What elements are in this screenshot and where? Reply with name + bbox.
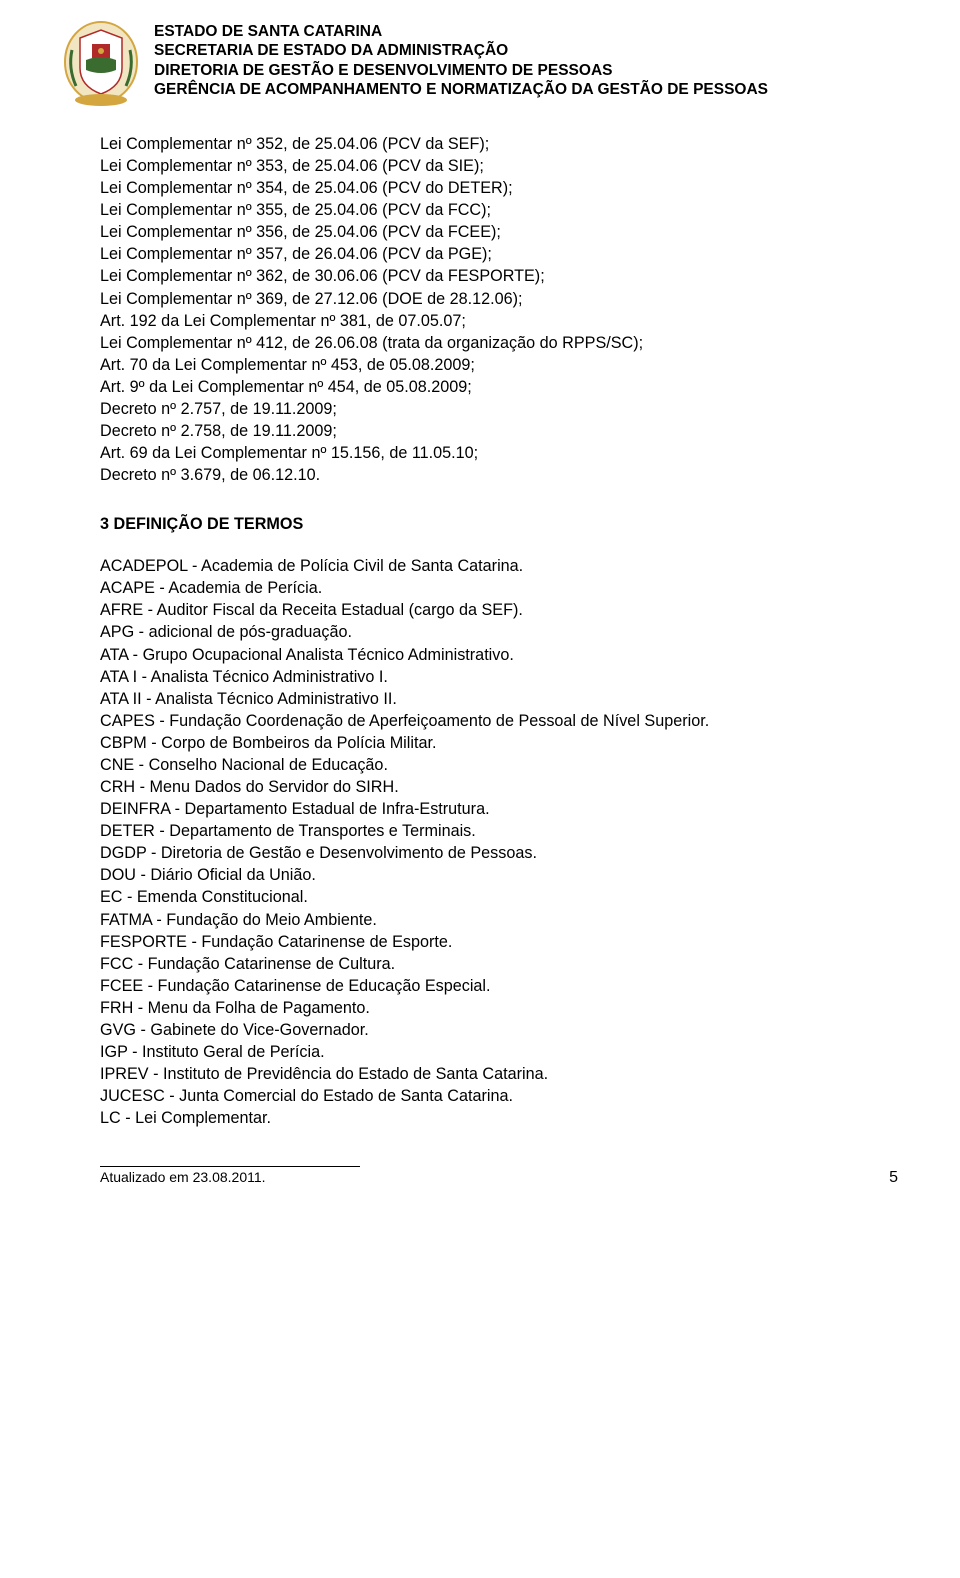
law-line: Art. 69 da Lei Complementar nº 15.156, d…	[100, 443, 898, 463]
laws-list: Lei Complementar nº 352, de 25.04.06 (PC…	[62, 134, 898, 485]
definition-line: FCEE - Fundação Catarinense de Educação …	[100, 976, 898, 996]
definition-line: ATA I - Analista Técnico Administrativo …	[100, 667, 898, 687]
page-number: 5	[889, 1169, 898, 1187]
law-line: Lei Complementar nº 369, de 27.12.06 (DO…	[100, 289, 898, 309]
letterhead: ESTADO DE SANTA CATARINA SECRETARIA DE E…	[62, 20, 898, 108]
definition-line: CNE - Conselho Nacional de Educação.	[100, 755, 898, 775]
definition-line: DGDP - Diretoria de Gestão e Desenvolvim…	[100, 843, 898, 863]
law-line: Decreto nº 3.679, de 06.12.10.	[100, 465, 898, 485]
definition-line: EC - Emenda Constitucional.	[100, 887, 898, 907]
footer-updated: Atualizado em 23.08.2011.	[100, 1169, 266, 1185]
definition-line: DOU - Diário Oficial da União.	[100, 865, 898, 885]
header-line-3: DIRETORIA DE GESTÃO E DESENVOLVIMENTO DE…	[154, 61, 768, 80]
law-line: Decreto nº 2.758, de 19.11.2009;	[100, 421, 898, 441]
law-line: Lei Complementar nº 352, de 25.04.06 (PC…	[100, 134, 898, 154]
law-line: Lei Complementar nº 354, de 25.04.06 (PC…	[100, 178, 898, 198]
definition-line: IGP - Instituto Geral de Perícia.	[100, 1042, 898, 1062]
document-page: ESTADO DE SANTA CATARINA SECRETARIA DE E…	[0, 0, 960, 1217]
letterhead-text: ESTADO DE SANTA CATARINA SECRETARIA DE E…	[154, 20, 768, 100]
definition-line: DETER - Departamento de Transportes e Te…	[100, 821, 898, 841]
definition-line: APG - adicional de pós-graduação.	[100, 622, 898, 642]
header-line-1: ESTADO DE SANTA CATARINA	[154, 22, 768, 41]
definition-line: AFRE - Auditor Fiscal da Receita Estadua…	[100, 600, 898, 620]
definition-line: ACAPE - Academia de Perícia.	[100, 578, 898, 598]
law-line: Lei Complementar nº 412, de 26.06.08 (tr…	[100, 333, 898, 353]
law-line: Decreto nº 2.757, de 19.11.2009;	[100, 399, 898, 419]
law-line: Lei Complementar nº 356, de 25.04.06 (PC…	[100, 222, 898, 242]
definition-line: FATMA - Fundação do Meio Ambiente.	[100, 910, 898, 930]
definition-line: ATA - Grupo Ocupacional Analista Técnico…	[100, 645, 898, 665]
law-line: Lei Complementar nº 353, de 25.04.06 (PC…	[100, 156, 898, 176]
definitions-section: 3 DEFINIÇÃO DE TERMOS ACADEPOL - Academi…	[62, 515, 898, 1128]
law-line: Art. 70 da Lei Complementar nº 453, de 0…	[100, 355, 898, 375]
law-line: Lei Complementar nº 357, de 26.04.06 (PC…	[100, 244, 898, 264]
state-crest-icon	[62, 20, 140, 108]
header-line-4: GERÊNCIA DE ACOMPANHAMENTO E NORMATIZAÇÃ…	[154, 80, 768, 99]
definition-line: JUCESC - Junta Comercial do Estado de Sa…	[100, 1086, 898, 1106]
definition-line: ACADEPOL - Academia de Polícia Civil de …	[100, 556, 898, 576]
definition-line: FESPORTE - Fundação Catarinense de Espor…	[100, 932, 898, 952]
page-footer: Atualizado em 23.08.2011. 5	[62, 1166, 898, 1187]
section-title: 3 DEFINIÇÃO DE TERMOS	[100, 515, 898, 534]
definition-line: FRH - Menu da Folha de Pagamento.	[100, 998, 898, 1018]
definition-line: ATA II - Analista Técnico Administrativo…	[100, 689, 898, 709]
definition-line: LC - Lei Complementar.	[100, 1108, 898, 1128]
footer-rule	[100, 1166, 360, 1167]
definition-line: CRH - Menu Dados do Servidor do SIRH.	[100, 777, 898, 797]
definition-line: FCC - Fundação Catarinense de Cultura.	[100, 954, 898, 974]
definition-line: CBPM - Corpo de Bombeiros da Polícia Mil…	[100, 733, 898, 753]
definition-line: DEINFRA - Departamento Estadual de Infra…	[100, 799, 898, 819]
law-line: Art. 192 da Lei Complementar nº 381, de …	[100, 311, 898, 331]
law-line: Lei Complementar nº 355, de 25.04.06 (PC…	[100, 200, 898, 220]
definition-line: GVG - Gabinete do Vice-Governador.	[100, 1020, 898, 1040]
header-line-2: SECRETARIA DE ESTADO DA ADMINISTRAÇÃO	[154, 41, 768, 60]
law-line: Lei Complementar nº 362, de 30.06.06 (PC…	[100, 266, 898, 286]
law-line: Art. 9º da Lei Complementar nº 454, de 0…	[100, 377, 898, 397]
definition-line: CAPES - Fundação Coordenação de Aperfeiç…	[62, 711, 898, 731]
definition-line: IPREV - Instituto de Previdência do Esta…	[100, 1064, 898, 1084]
definitions-list: ACADEPOL - Academia de Polícia Civil de …	[100, 556, 898, 1128]
